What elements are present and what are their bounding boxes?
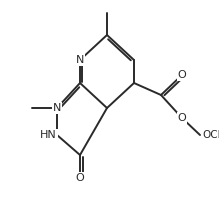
Text: OCH₃: OCH₃	[202, 130, 219, 140]
Text: HN: HN	[40, 130, 57, 140]
Text: O: O	[178, 70, 186, 80]
Text: O: O	[76, 173, 84, 183]
Text: O: O	[178, 113, 186, 123]
Text: N: N	[53, 103, 61, 113]
Text: N: N	[76, 55, 84, 65]
